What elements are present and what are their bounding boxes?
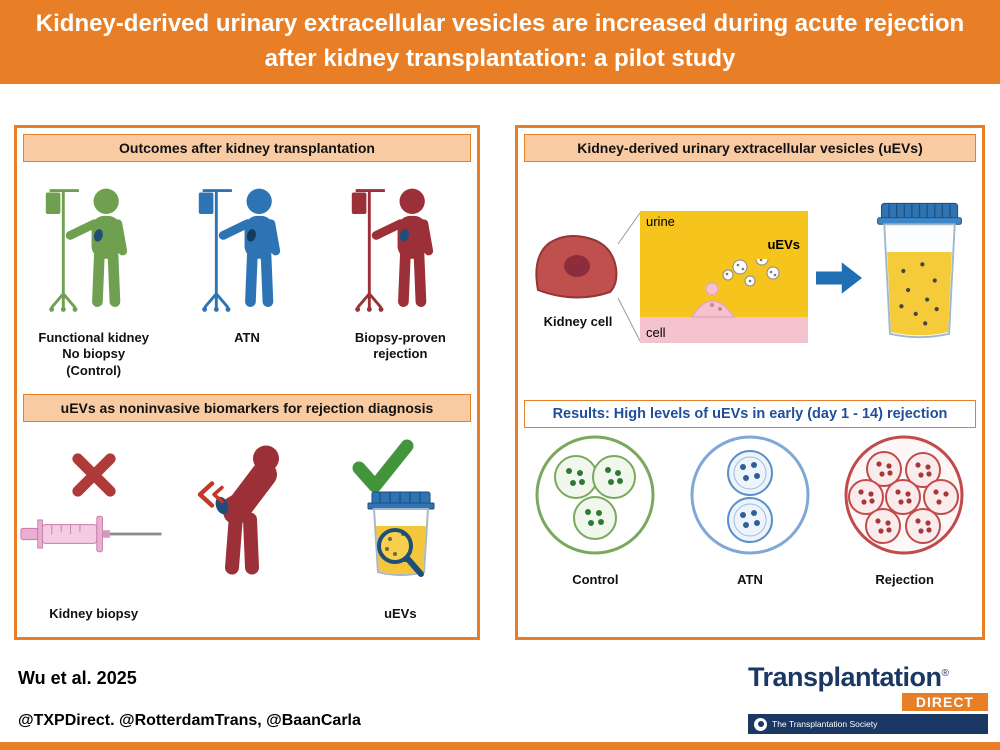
control-vesicles-graphic <box>535 435 655 555</box>
group-rejection: Rejection <box>827 433 982 613</box>
society-emblem-icon <box>754 717 767 731</box>
right-arrow-icon <box>816 262 862 294</box>
results-row: Control ATN <box>518 433 982 613</box>
red-x-icon <box>72 453 116 497</box>
group-control: Control <box>518 433 673 613</box>
society-name: The Transplantation Society <box>772 719 878 729</box>
membrane-vesicles-graphic <box>640 259 808 343</box>
kidney-cell-icon <box>535 235 618 299</box>
outcomes-header: Outcomes after kidney transplantation <box>23 134 471 162</box>
biomarker-uevs: uEVs <box>324 432 477 630</box>
kidney-cell-label: Kidney cell <box>543 314 613 329</box>
patient-iv-pole-green-icon <box>45 188 127 312</box>
logo-direct-row: DIRECT <box>748 693 988 711</box>
zoom-lines <box>617 212 641 342</box>
outcome-rejection: Biopsy-proven rejection <box>324 172 477 388</box>
social-handles: @TXPDirect. @RotterdamTrans, @BaanCarla <box>18 712 361 729</box>
logo-society-bar: The Transplantation Society <box>748 714 988 734</box>
page-title: Kidney-derived urinary extracellular ves… <box>35 10 965 72</box>
group-atn-label: ATN <box>737 572 763 587</box>
transplantation-direct-logo: Transplantation® DIRECT The Transplantat… <box>748 664 988 734</box>
logo-brand-text: Transplantation <box>748 662 942 692</box>
logo-brand: Transplantation® <box>748 664 988 691</box>
biomarker-uevs-label: uEVs <box>384 605 417 621</box>
outcome-atn-label: ATN <box>234 330 260 345</box>
right-panel: Kidney-derived urinary extracellular ves… <box>515 125 985 640</box>
urine-cell-zoom-box: urine uEVs c <box>640 211 808 343</box>
outcome-control: Functional kidney No biopsy (Control) <box>17 172 170 388</box>
left-panel: Outcomes after kidney transplantation <box>14 125 480 640</box>
results-header: Results: High levels of uEVs in early (d… <box>524 400 976 428</box>
biopsy-needle-icon <box>20 515 162 553</box>
atn-vesicles-graphic <box>690 435 809 555</box>
group-rejection-label: Rejection <box>875 572 934 587</box>
kidney-pain-person-icon <box>197 445 279 575</box>
uevs-label: uEVs <box>767 237 800 252</box>
outcome-atn: ATN <box>170 172 323 388</box>
biomarkers-row: Kidney biopsy <box>17 432 477 630</box>
biomarkers-header: uEVs as noninvasive biomarkers for rejec… <box>23 394 471 422</box>
urine-label: urine <box>646 214 675 229</box>
biomarker-biopsy-label: Kidney biopsy <box>49 605 139 621</box>
biomarker-pain-figure <box>170 432 323 630</box>
outcome-rejection-label: Biopsy-proven rejection <box>354 330 446 362</box>
group-control-label: Control <box>572 572 619 587</box>
logo-direct-badge: DIRECT <box>901 693 988 711</box>
outcomes-row: Functional kidney No biopsy (Control) <box>17 172 477 388</box>
cell-label: cell <box>646 325 666 340</box>
citation: Wu et al. 2025 <box>18 668 137 688</box>
bottom-orange-strip <box>0 742 1000 750</box>
patient-iv-pole-red-icon <box>352 188 434 312</box>
group-atn: ATN <box>673 433 828 613</box>
title-banner: Kidney-derived urinary extracellular ves… <box>0 0 1000 84</box>
registered-mark: ® <box>941 668 949 679</box>
patient-iv-pole-blue-icon <box>198 188 281 312</box>
rejection-vesicles-graphic <box>844 435 964 555</box>
outcome-control-label: Functional kidney No biopsy (Control) <box>38 330 149 378</box>
uevs-header: Kidney-derived urinary extracellular ves… <box>524 134 976 162</box>
urine-cup-check-magnifier-icon <box>352 439 435 577</box>
urine-container-icon <box>877 202 962 339</box>
biomarker-biopsy: Kidney biopsy <box>17 432 170 630</box>
uevs-diagram: Kidney cell urine uEVs <box>518 166 982 394</box>
